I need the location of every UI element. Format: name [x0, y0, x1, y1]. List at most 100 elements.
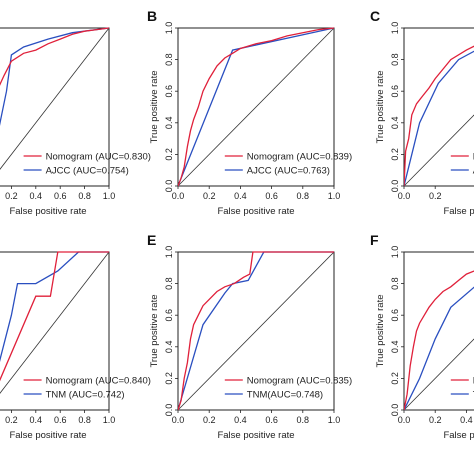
plot-frame	[403, 27, 474, 187]
y-tick-label: 0.0	[390, 404, 400, 417]
plot-frame	[177, 27, 335, 187]
roc-curve-nomogram	[0, 27, 109, 86]
roc-curve-nomogram	[178, 251, 334, 411]
y-tick-label: 0.6	[390, 309, 400, 322]
y-axis-label: True positive rate	[375, 70, 386, 143]
y-tick-label: 0.2	[164, 372, 174, 385]
reference-diagonal	[403, 338, 474, 411]
x-tick-label: 0.6	[265, 415, 278, 425]
legend-entry: Nomogram (AUC=0.835)	[247, 376, 352, 387]
y-tick-label: 0.2	[390, 148, 400, 161]
x-tick-label: 0.4	[460, 415, 473, 425]
reference-diagonal	[403, 114, 474, 187]
reference-diagonal	[0, 251, 110, 394]
legend-entry: Nomogram (AUC=0.830)	[46, 152, 151, 163]
y-tick-label: 0.6	[164, 309, 174, 322]
x-tick-label: 0.4	[234, 415, 247, 425]
x-tick-label: 1.0	[103, 191, 116, 201]
x-tick-label: 0.2	[429, 191, 442, 201]
x-tick-label: 0.2	[203, 415, 216, 425]
plot-frame	[403, 251, 474, 411]
panel-letter: F	[370, 232, 379, 248]
y-tick-label: 0.8	[164, 277, 174, 290]
y-tick-label: 0.4	[390, 117, 400, 130]
x-tick-label: 0.0	[172, 191, 185, 201]
y-tick-label: 1.0	[390, 246, 400, 259]
y-axis-label: True positive rate	[375, 294, 386, 367]
y-tick-label: 0.2	[164, 148, 174, 161]
x-tick-label: 0.2	[5, 415, 18, 425]
x-axis-label: False positive rate	[443, 206, 474, 217]
x-tick-label: 0.2	[5, 191, 18, 201]
y-tick-label: 1.0	[164, 22, 174, 35]
y-tick-label: 0.0	[390, 180, 400, 193]
roc-curve-nomogram	[178, 27, 334, 187]
x-axis-label: False positive rate	[9, 430, 86, 441]
y-tick-label: 1.0	[390, 22, 400, 35]
x-tick-label: 0.2	[203, 191, 216, 201]
x-tick-label: 0.0	[172, 415, 185, 425]
x-axis-label: False positive rate	[217, 430, 294, 441]
x-axis-label: False positive rate	[443, 430, 474, 441]
x-tick-label: 0.8	[297, 191, 310, 201]
panel-b: B 0.0 0.2 0.4 0.6 0.8 1.0 0.0 0.2 0.4 0.6 0.8 1.0 Fal…	[147, 8, 352, 217]
x-tick-label: 1.0	[328, 415, 341, 425]
plot-frame	[0, 27, 110, 187]
reference-diagonal	[0, 27, 110, 170]
roc-curve-staging	[178, 27, 334, 187]
panel-letter: C	[370, 8, 380, 24]
x-tick-label: 0.6	[265, 191, 278, 201]
plot-frame	[0, 251, 110, 411]
y-axis-label: True positive rate	[149, 294, 160, 367]
x-tick-label: 0.0	[398, 191, 411, 201]
legend-entry: TNM (AUC=0.742)	[46, 390, 125, 401]
y-tick-label: 0.4	[164, 117, 174, 130]
y-tick-label: 0.4	[164, 341, 174, 354]
y-tick-label: 0.6	[164, 85, 174, 98]
panel-a: 0.2 0.4 0.6 0.8 1.0 False positive rate Nomogr…	[0, 27, 151, 217]
x-tick-label: 1.0	[328, 191, 341, 201]
x-tick-label: 0.8	[78, 415, 91, 425]
y-tick-label: 0.8	[390, 277, 400, 290]
x-axis-label: False positive rate	[217, 206, 294, 217]
legend-entry: TN	[473, 390, 474, 401]
x-tick-label: 0.8	[297, 415, 310, 425]
legend-entry: AJCC (AUC=0.763)	[247, 166, 330, 177]
x-tick-label: 0.4	[30, 191, 43, 201]
y-tick-label: 0.2	[390, 372, 400, 385]
y-tick-label: 0.8	[164, 53, 174, 66]
panel-letter: E	[147, 232, 156, 248]
y-tick-label: 0.6	[390, 85, 400, 98]
roc-curve-staging	[404, 50, 474, 187]
y-tick-label: 0.0	[164, 404, 174, 417]
x-axis-label: False positive rate	[9, 206, 86, 217]
roc-curve-nomogram	[0, 251, 109, 382]
reference-diagonal	[177, 27, 335, 187]
x-tick-label: 0.4	[30, 415, 43, 425]
x-tick-label: 0.0	[398, 415, 411, 425]
panel-c: C 0.0 0.2 0.0 0.2 0.4 0.6 0.8 1.0 False positive …	[370, 8, 474, 217]
x-tick-label: 0.6	[54, 415, 67, 425]
panel-e: E 0.0 0.2 0.4 0.6 0.8 1.0 0.0 0.2 0.4 0.6 0.8 1.0 Fal…	[147, 232, 352, 441]
roc-curve-staging	[404, 286, 474, 411]
roc-curve-nomogram	[404, 45, 474, 187]
legend-entry: Nomogram (AUC=0.840)	[46, 376, 151, 387]
panel-d: 0.2 0.4 0.6 0.8 1.0 False positive rate Nomogr…	[0, 251, 151, 441]
panel-letter: B	[147, 8, 157, 24]
legend-entry: No	[473, 376, 474, 387]
y-tick-label: 1.0	[164, 246, 174, 259]
y-tick-label: 0.0	[164, 180, 174, 193]
legend-entry: Nomogram	[473, 152, 474, 163]
roc-curve-staging	[0, 27, 109, 127]
roc-curve-nomogram	[404, 270, 474, 411]
x-tick-label: 0.8	[78, 191, 91, 201]
legend-entry: Nomogram (AUC=0.839)	[247, 152, 352, 163]
x-tick-label: 0.4	[234, 191, 247, 201]
y-axis-label: True positive rate	[149, 70, 160, 143]
x-tick-label: 1.0	[103, 415, 116, 425]
legend-entry: AJCC (AUC=0.754)	[46, 166, 129, 177]
y-tick-label: 0.4	[390, 341, 400, 354]
y-tick-label: 0.8	[390, 53, 400, 66]
